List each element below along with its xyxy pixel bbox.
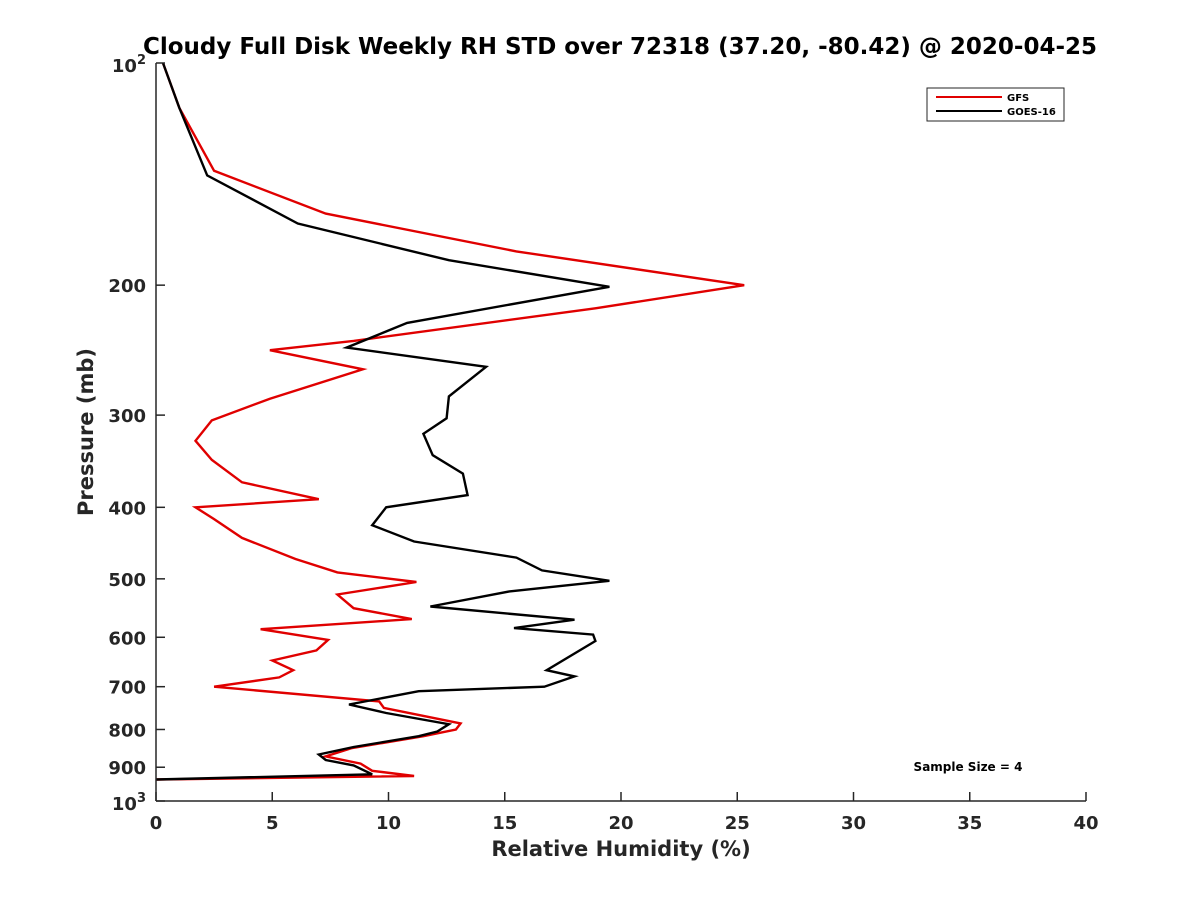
y-tick-label: 700 <box>108 678 146 699</box>
y-tick-label: 900 <box>108 758 146 779</box>
y-tick-label: 800 <box>108 720 146 741</box>
x-axis-label: Relative Humidity (%) <box>491 837 750 861</box>
sample-size-annotation: Sample Size = 4 <box>914 760 1023 774</box>
x-tick-label: 15 <box>492 813 517 834</box>
y-tick-exponent: 2 <box>137 53 146 68</box>
series-lines <box>155 62 745 781</box>
x-tick-label: 10 <box>376 813 401 834</box>
x-tick-label: 0 <box>150 813 163 834</box>
x-tick-label: 35 <box>957 813 982 834</box>
y-axis-label: Pressure (mb) <box>74 348 98 516</box>
x-tick-label: 20 <box>608 813 633 834</box>
y-tick-label: 500 <box>108 570 146 591</box>
legend-box <box>926 87 1065 122</box>
x-tick-label: 30 <box>841 813 866 834</box>
y-tick-label: 300 <box>108 406 146 427</box>
y-tick-exponent: 3 <box>137 791 146 806</box>
legend: GFS GOES-16 <box>926 87 1065 122</box>
x-ticks: 0 5 10 15 20 25 30 35 40 <box>150 792 1099 834</box>
series-line-gfs <box>155 62 745 781</box>
chart-title: Cloudy Full Disk Weekly RH STD over 7231… <box>143 34 1097 60</box>
legend-label-gfs: GFS <box>1007 93 1029 104</box>
x-tick-label: 25 <box>725 813 750 834</box>
x-tick-label: 5 <box>266 813 279 834</box>
y-tick-label: 400 <box>108 498 146 519</box>
series-line-goes16 <box>155 62 610 781</box>
legend-label-goes16: GOES-16 <box>1007 107 1056 118</box>
x-tick-label: 40 <box>1073 813 1098 834</box>
y-tick-label: 600 <box>108 628 146 649</box>
y-tick-label: 200 <box>108 276 146 297</box>
